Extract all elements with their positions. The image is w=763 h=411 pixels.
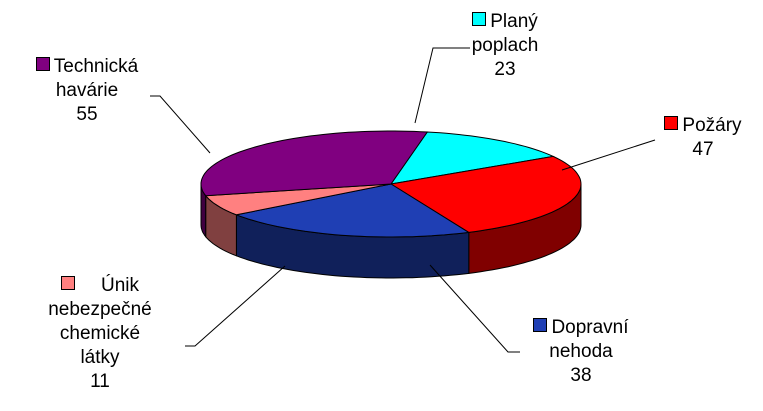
- legend-key-unik-chemicke-latky: [60, 276, 75, 290]
- data-label-plany-poplach: Planý poplach 23: [471, 11, 539, 80]
- pie-slices: [200, 130, 582, 238]
- pie-slice-dopravni-nehoda: [234, 183, 471, 238]
- leader-line-dopravni-nehoda: [429, 264, 520, 353]
- data-label-unik-chemicke-latky: Únik nebezpečné chemické látky 11: [48, 275, 152, 392]
- legend-key-plany-poplach: [472, 12, 487, 26]
- data-label-dopravni-nehoda: Dopravní nehoda 38: [516, 316, 646, 388]
- legend-key-technicka-havarie: [35, 57, 50, 71]
- leader-line-unik-chemicke-latky: [185, 265, 286, 347]
- pie-slice-technicka-havarie: [200, 130, 429, 197]
- leader-line-pozary: [561, 139, 656, 171]
- leader-lines: [150, 47, 656, 353]
- pie-slice-unik-nebezpecne-chemicke-latky: [204, 183, 392, 216]
- legend-key-dopravni-nehoda: [533, 318, 548, 332]
- leader-line-plany-poplach: [414, 47, 470, 124]
- data-label-pozary: Požáry 47: [653, 114, 753, 162]
- pie-sides: [200, 183, 582, 279]
- pie-slice-plany-poplach: [389, 131, 555, 185]
- leader-line-technicka-havarie: [150, 95, 211, 154]
- data-label-technicka-havarie: Technická havárie 55: [12, 55, 162, 127]
- legend-key-pozary: [664, 116, 679, 130]
